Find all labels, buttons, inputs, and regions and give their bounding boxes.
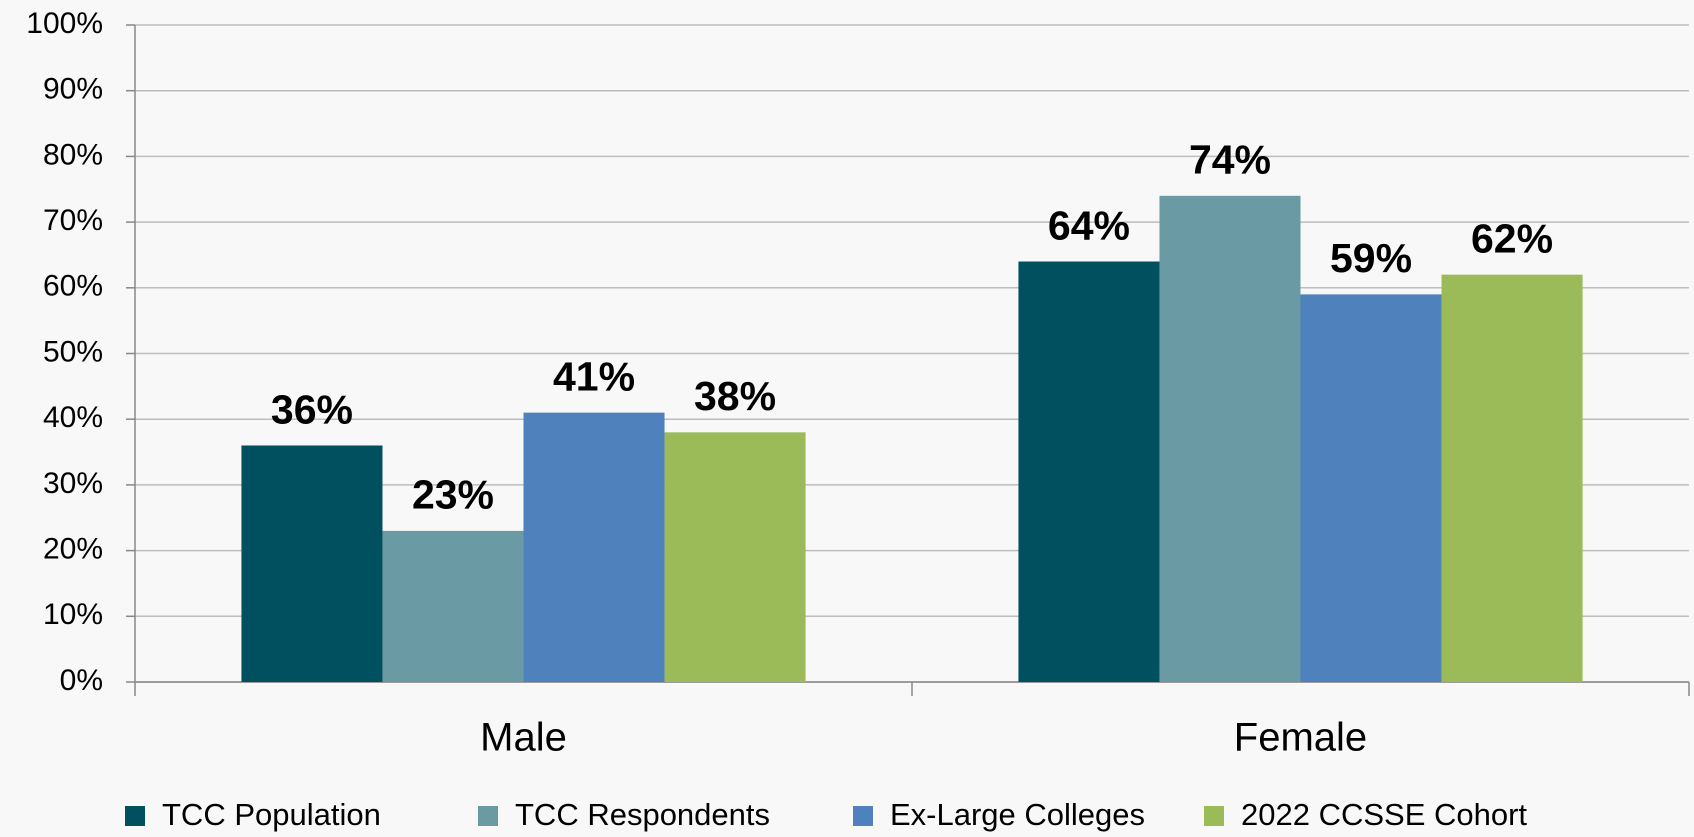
y-tick-label: 30% [43,467,103,500]
legend-swatch [853,806,873,826]
x-tick-label: Male [480,716,567,760]
bar [664,432,806,682]
bar [1159,195,1301,682]
y-tick-label: 10% [43,598,103,631]
legend-label: TCC Respondents [515,797,770,832]
legend-label: Ex-Large Colleges [890,797,1145,832]
value-label: 64% [1048,202,1130,248]
legend-swatch [478,806,498,826]
value-label: 41% [553,353,635,399]
y-tick-label: 80% [43,138,103,171]
value-label: 62% [1471,215,1553,261]
legend-label: 2022 CCSSE Cohort [1241,797,1527,832]
legend-label: TCC Population [162,797,381,832]
bar [1018,261,1160,682]
legend-swatch [1204,806,1224,826]
bar [1441,274,1583,682]
bar [523,412,665,682]
y-tick-label: 70% [43,204,103,237]
bar [1300,294,1442,682]
legend-swatch [125,806,145,826]
bar [382,530,524,682]
value-label: 38% [694,373,776,419]
y-tick-label: 60% [43,270,103,303]
bar [241,445,383,682]
y-tick-label: 90% [43,73,103,106]
value-label: 23% [412,472,494,518]
value-label: 59% [1330,235,1412,281]
value-label: 36% [271,386,353,432]
y-tick-label: 20% [43,533,103,566]
y-tick-label: 100% [26,7,103,40]
x-tick-label: Female [1234,716,1367,760]
y-tick-label: 40% [43,401,103,434]
y-tick-label: 0% [60,664,103,697]
value-label: 74% [1189,137,1271,183]
y-tick-label: 50% [43,335,103,368]
